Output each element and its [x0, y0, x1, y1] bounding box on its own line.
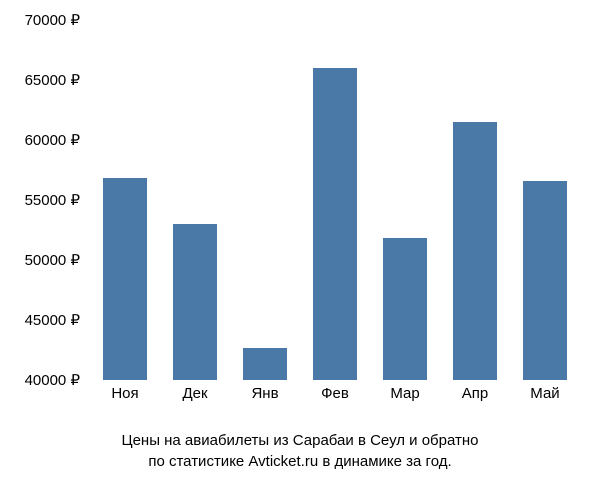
bar [313, 68, 358, 380]
x-tick-label: Май [530, 385, 559, 402]
y-tick-label: 70000 ₽ [25, 11, 80, 29]
bar [103, 178, 148, 380]
x-tick-label: Янв [251, 385, 278, 402]
caption-line-1: Цены на авиабилеты из Сарабаи в Сеул и о… [121, 432, 478, 449]
x-axis: Ноя Дек Янв Фев Мар Апр Май [90, 385, 580, 410]
bar [383, 238, 428, 380]
chart-caption: Цены на авиабилеты из Сарабаи в Сеул и о… [0, 430, 600, 472]
y-tick-label: 60000 ₽ [25, 131, 80, 149]
chart-container: 40000 ₽ 45000 ₽ 50000 ₽ 55000 ₽ 60000 ₽ 65000… [0, 0, 600, 500]
y-tick-label: 55000 ₽ [25, 191, 80, 209]
x-tick-label: Апр [462, 385, 488, 402]
y-axis: 40000 ₽45000 ₽50000 ₽55000 ₽60000 ₽65000… [0, 20, 85, 380]
bar [243, 348, 288, 380]
x-tick-label: Ноя [111, 385, 138, 402]
y-tick-label: 50000 ₽ [25, 251, 80, 269]
bar [173, 224, 218, 380]
x-tick-label: Мар [390, 385, 419, 402]
bar [523, 181, 568, 380]
x-tick-label: Фев [321, 385, 349, 402]
plot-area [90, 20, 580, 380]
y-tick-label: 45000 ₽ [25, 311, 80, 329]
caption-line-2: по статистике Avticket.ru в динамике за … [148, 453, 451, 470]
bar [453, 122, 498, 380]
y-tick-label: 65000 ₽ [25, 71, 80, 89]
y-tick-label: 40000 ₽ [25, 371, 80, 389]
x-tick-label: Дек [182, 385, 207, 402]
